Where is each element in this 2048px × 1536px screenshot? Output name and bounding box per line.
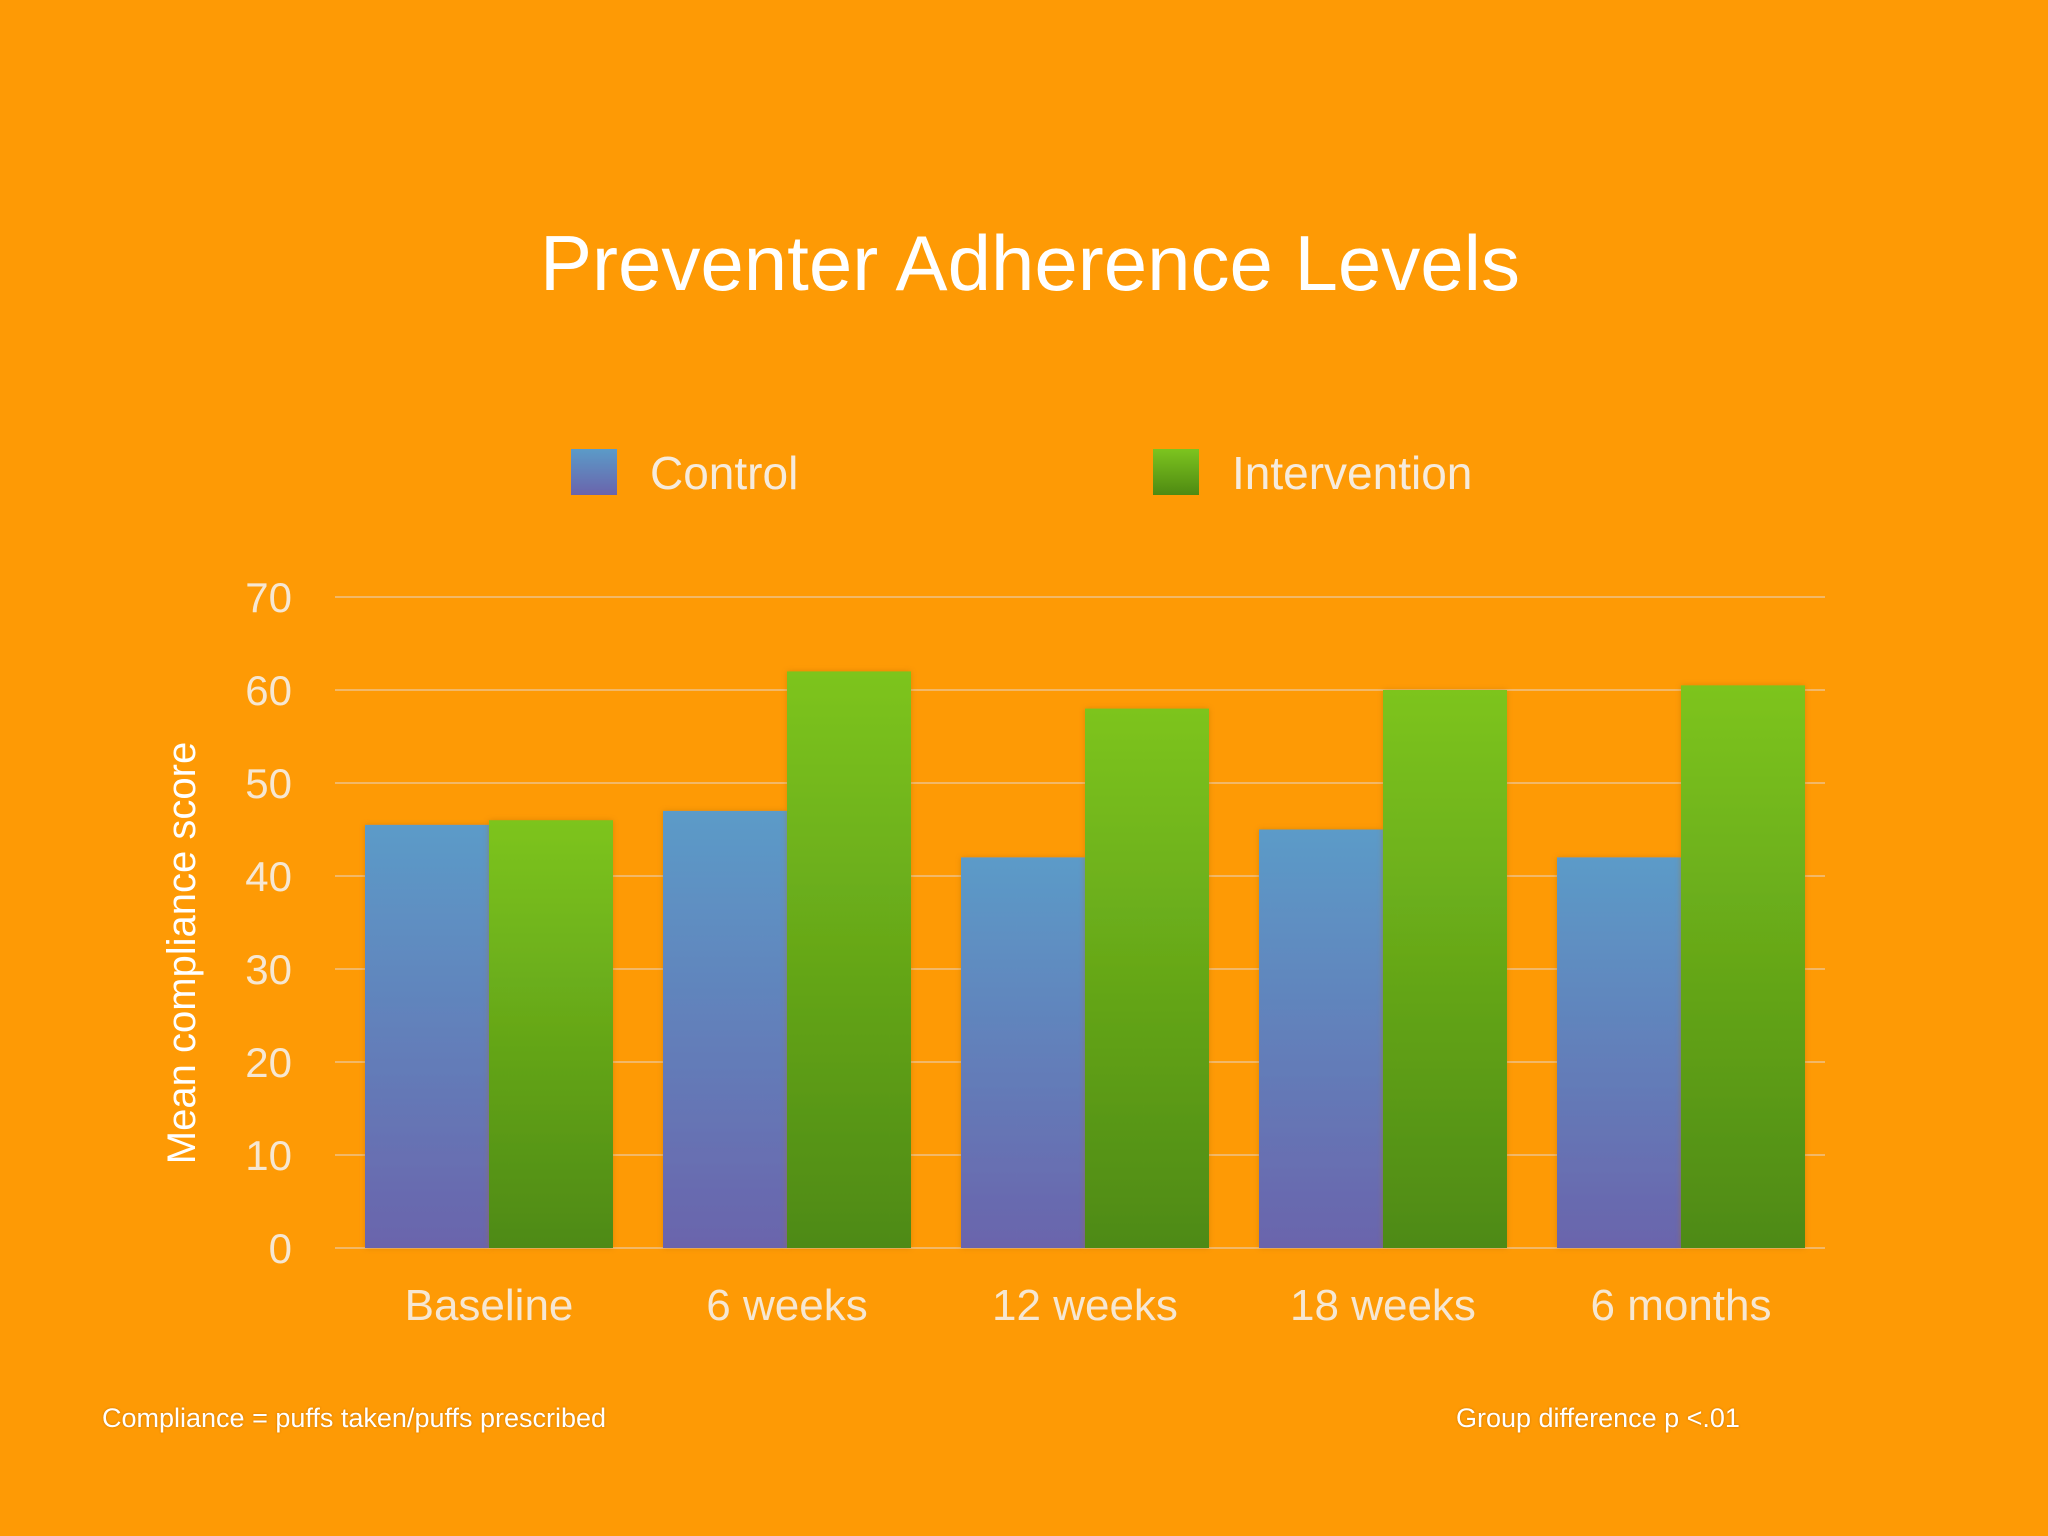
bar-intervention [1085,708,1209,1248]
x-tick-label: 18 weeks [1290,1281,1476,1330]
y-tick-label: 10 [245,1132,292,1179]
legend-label-control: Control [650,447,799,499]
y-tick-label: 70 [245,574,292,621]
bar-intervention [1383,690,1507,1248]
y-tick-label: 0 [269,1225,292,1272]
y-tick-label: 30 [245,946,292,993]
y-tick-label: 60 [245,667,292,714]
bar-intervention [787,671,911,1248]
bar-intervention [489,820,613,1248]
bar-control [961,857,1085,1248]
x-tick-label: Baseline [405,1281,574,1330]
x-tick-label: 6 months [1591,1281,1772,1330]
x-tick-label: 12 weeks [992,1281,1178,1330]
bar-intervention [1681,685,1805,1248]
bars [365,671,1805,1248]
chart-title: Preventer Adherence Levels [540,219,1520,307]
y-axis-title: Mean compliance score [160,741,204,1165]
x-axis-ticks: Baseline 6 weeks 12 weeks 18 weeks 6 months [405,1281,1772,1330]
bar-control [1259,829,1383,1248]
bar-control [365,824,489,1248]
y-axis-ticks: 0 10 20 30 40 50 60 70 [245,574,292,1272]
footnote-group-difference: Group difference p <.01 [1456,1403,1740,1433]
y-tick-label: 40 [245,853,292,900]
x-tick-label: 6 weeks [706,1281,867,1330]
y-tick-label: 50 [245,760,292,807]
bar-control [663,810,787,1248]
bar-control [1557,857,1681,1248]
footnote-compliance-definition: Compliance = puffs taken/puffs prescribe… [102,1403,607,1433]
legend-label-intervention: Intervention [1232,447,1473,499]
legend-swatch-control [571,449,617,495]
legend-swatch-intervention [1153,449,1199,495]
y-tick-label: 20 [245,1039,292,1086]
